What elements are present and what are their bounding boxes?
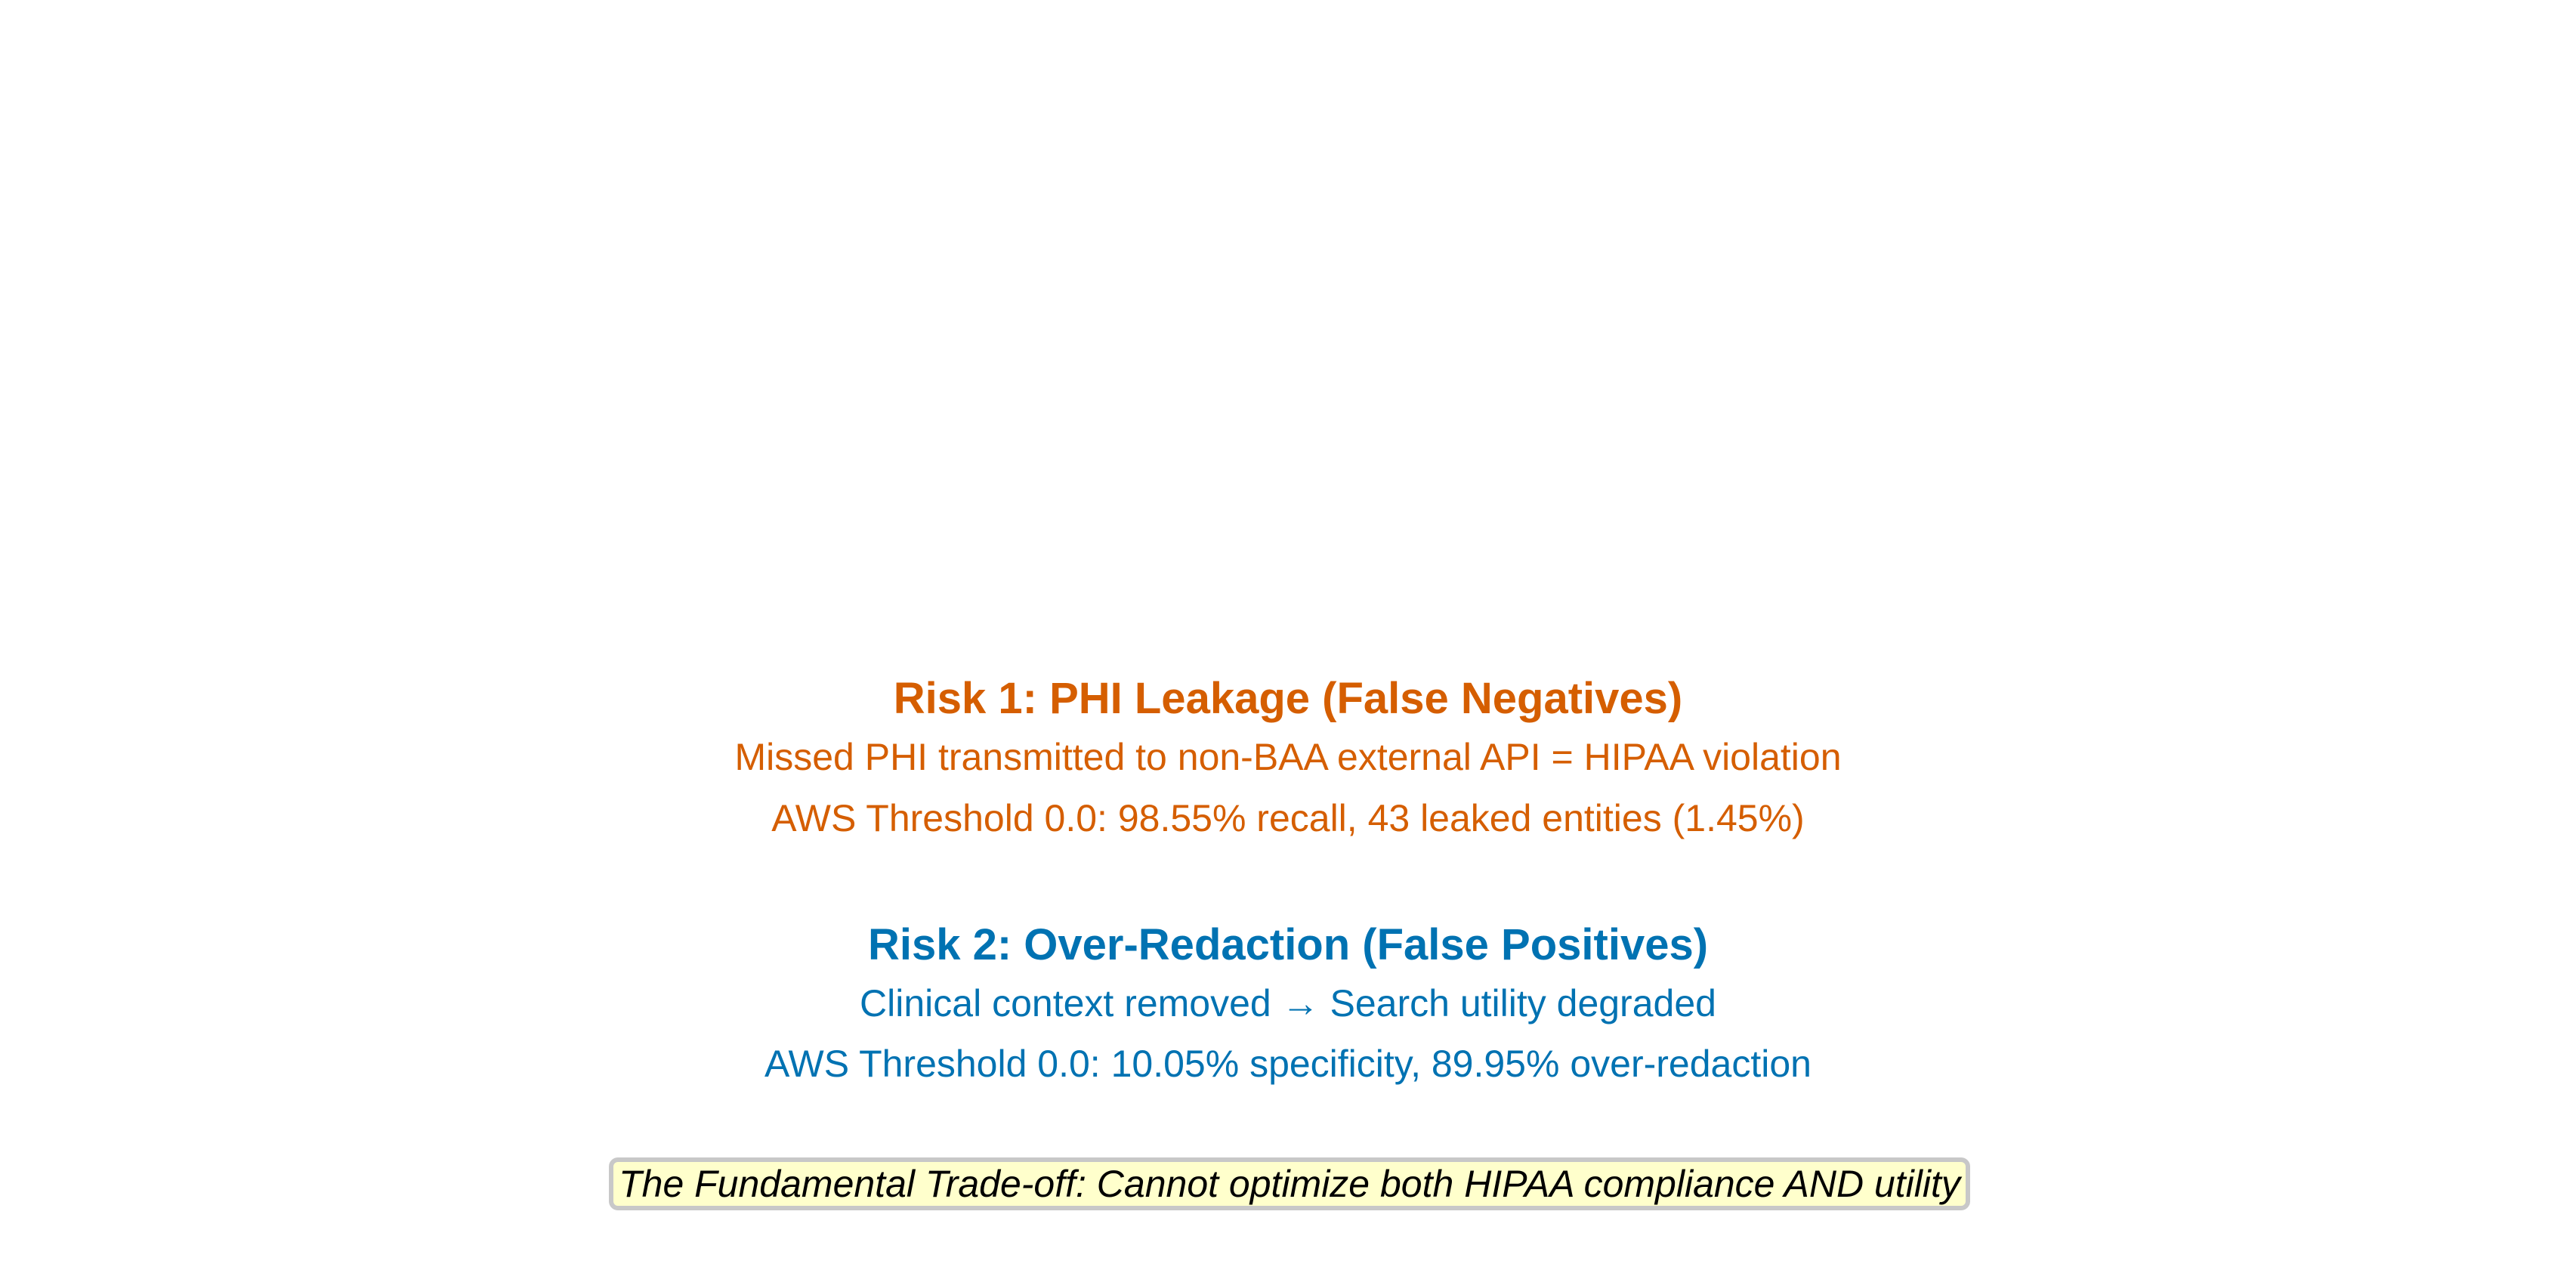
risk2-metrics: AWS Threshold 0.0: 10.05% specificity, 8…: [764, 1043, 1812, 1085]
risk1-metrics: AWS Threshold 0.0: 98.55% recall, 43 lea…: [771, 797, 1805, 839]
risk2-description: Clinical context removed → Search utilit…: [860, 982, 1716, 1024]
risk1-description: Missed PHI transmitted to non-BAA extern…: [734, 736, 1842, 778]
risk2-heading: Risk 2: Over-Redaction (False Positives): [867, 920, 1709, 969]
tradeoff-callout-box: The Fundamental Trade-off: Cannot optimi…: [609, 1157, 1970, 1210]
risk1-heading: Risk 1: PHI Leakage (False Negatives): [893, 674, 1683, 723]
tradeoff-text: The Fundamental Trade-off: Cannot optimi…: [619, 1163, 1960, 1205]
